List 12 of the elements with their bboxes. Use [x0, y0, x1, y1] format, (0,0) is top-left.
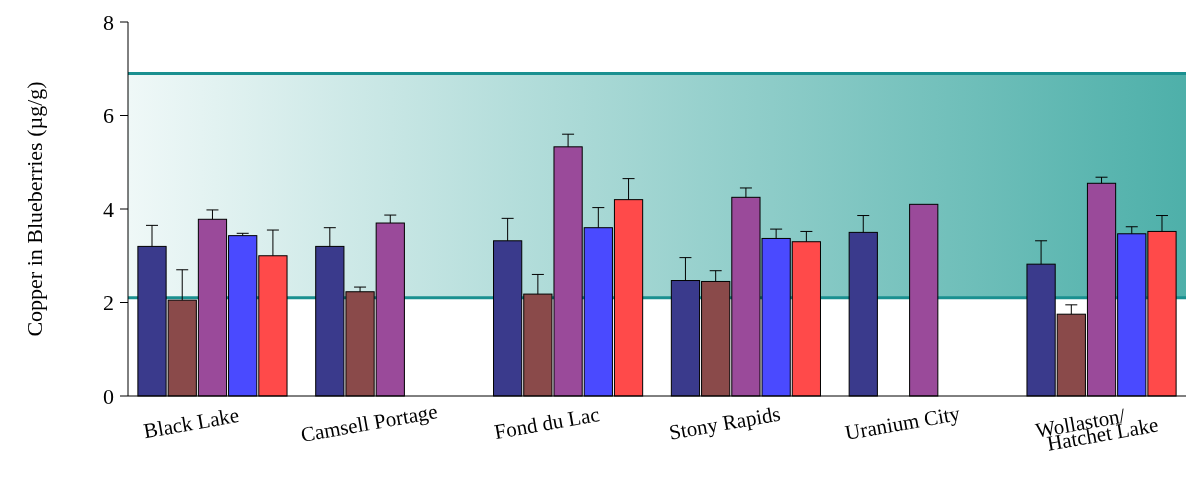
y-tick-label: 8 [103, 9, 114, 35]
x-tick-label: Stony Rapids [667, 401, 783, 445]
y-axis-title: Copper in Blueberries (µg/g) [22, 81, 47, 337]
x-tick-label: Camsell Portage [298, 399, 440, 447]
y-tick-label: 6 [103, 103, 114, 129]
y-tick-label: 4 [103, 196, 114, 222]
x-tick-label: Wollaston/ Hatchet Lake [1033, 403, 1161, 456]
y-tick-label: 2 [103, 290, 114, 316]
x-tick-label: Black Lake [141, 402, 241, 444]
x-tick-label: Uranium City [843, 401, 963, 445]
y-tick-label: 0 [103, 383, 114, 409]
x-tick-label: Fond du Lac [492, 402, 602, 445]
